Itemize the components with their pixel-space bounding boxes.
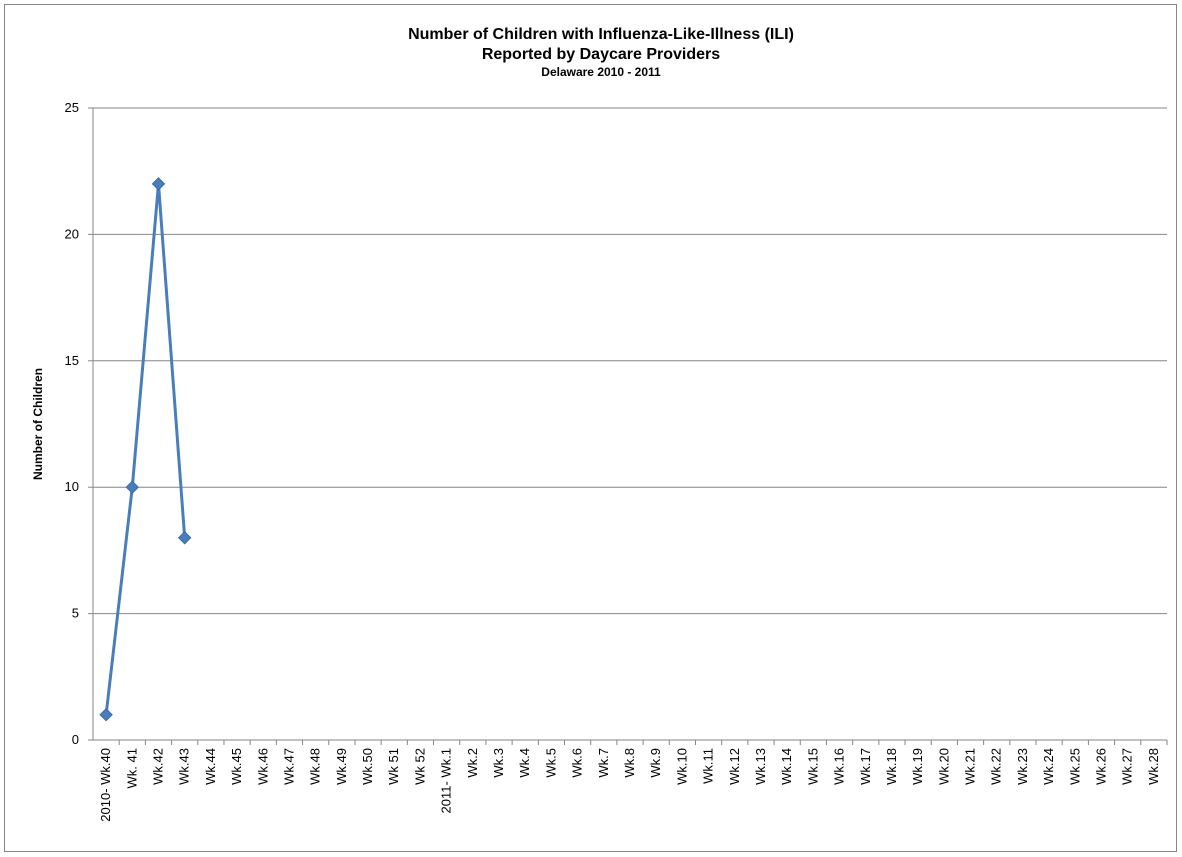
- x-tick-label: Wk.17: [858, 748, 873, 785]
- x-tick-label: Wk.45: [229, 748, 244, 785]
- x-tick-label: Wk.46: [255, 748, 270, 785]
- x-tick-label: Wk.3: [491, 748, 506, 778]
- x-tick-label: Wk.47: [281, 748, 296, 785]
- y-tick-label: 0: [72, 732, 79, 747]
- x-tick-label: Wk.20: [936, 748, 951, 785]
- x-tick-label: Wk.25: [1067, 748, 1082, 785]
- data-point: [99, 708, 113, 722]
- y-tick-label: 15: [65, 353, 79, 368]
- x-tick-label: Wk. 41: [124, 748, 139, 788]
- y-axis-label: Number of Children: [31, 368, 45, 480]
- y-tick-label: 5: [72, 606, 79, 621]
- x-tick-label: Wk.23: [1015, 748, 1030, 785]
- x-tick-label: Wk.12: [727, 748, 742, 785]
- x-tick-label: Wk.28: [1146, 748, 1161, 785]
- chart-title: Number of Children with Influenza-Like-I…: [408, 26, 794, 43]
- data-point: [125, 480, 140, 494]
- x-tick-label: 2010- Wk.40: [98, 748, 113, 822]
- x-tick-label: Wk 52: [412, 748, 427, 785]
- x-tick-label: Wk.50: [360, 748, 375, 785]
- x-tick-label: Wk.21: [963, 748, 978, 785]
- x-tick-label: Wk.2: [465, 748, 480, 778]
- x-tick-label: Wk.6: [570, 748, 585, 778]
- x-tick-label: Wk.9: [648, 748, 663, 778]
- x-tick-label: Wk.48: [308, 748, 323, 785]
- x-tick-label: Wk.5: [543, 748, 558, 778]
- x-tick-label: Wk.8: [622, 748, 637, 778]
- x-tick-label: Wk.16: [832, 748, 847, 785]
- x-tick-label: Wk.10: [674, 748, 689, 785]
- x-tick-label: Wk.22: [989, 748, 1004, 785]
- x-tick-label: Wk.18: [884, 748, 899, 785]
- x-tick-label: Wk.26: [1094, 748, 1109, 785]
- chart-subtitle: Delaware 2010 - 2011: [541, 65, 661, 79]
- x-tick-label: Wk 51: [386, 748, 401, 785]
- x-tick-label: Wk.13: [753, 748, 768, 785]
- x-tick-label: Wk.43: [177, 748, 192, 785]
- x-tick-label: Wk.7: [596, 748, 611, 778]
- y-tick-label: 20: [65, 226, 79, 241]
- x-tick-label: Wk.42: [150, 748, 165, 785]
- x-tick-label: Wk.15: [805, 748, 820, 785]
- x-tick-label: Wk.49: [334, 748, 349, 785]
- chart-frame: [4, 4, 1177, 852]
- x-tick-label: Wk.4: [517, 748, 532, 778]
- x-tick-label: 2011- Wk.1: [439, 748, 454, 814]
- x-tick-label: Wk.27: [1120, 748, 1135, 785]
- x-tick-label: Wk.14: [779, 748, 794, 785]
- x-tick-label: Wk.44: [203, 748, 218, 785]
- y-tick-label: 10: [65, 479, 79, 494]
- data-point: [151, 177, 166, 191]
- chart-subtitle: Reported by Daycare Providers: [482, 46, 720, 63]
- x-tick-label: Wk.19: [910, 748, 925, 785]
- series-line: [104, 183, 187, 715]
- x-tick-label: Wk.24: [1041, 748, 1056, 785]
- y-tick-label: 25: [65, 100, 79, 115]
- x-tick-label: Wk.11: [701, 748, 716, 784]
- data-point: [177, 531, 192, 545]
